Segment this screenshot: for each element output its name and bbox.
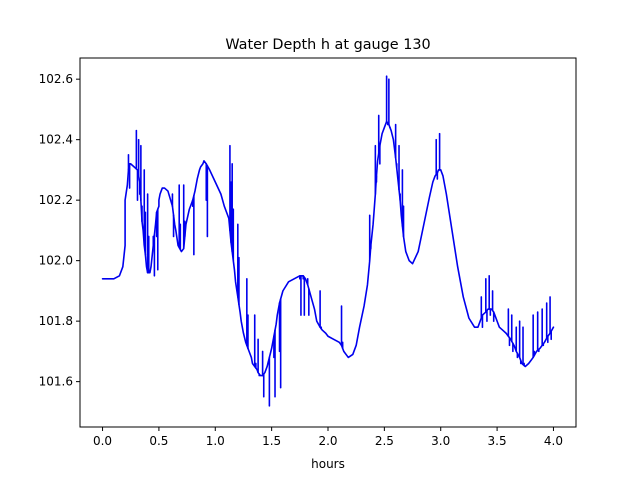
- y-tick-label: 102.4: [39, 133, 73, 147]
- plot-area: [101, 75, 555, 407]
- x-tick-label: 3.0: [431, 434, 450, 448]
- axes: 0.0 0.5 1.0 1.5 2.0 2.5 3.0 3.5 4.0 101.6 101.8 102…: [39, 57, 577, 448]
- y-tick-label: 102.6: [39, 72, 73, 86]
- x-tick-label: 1.0: [206, 434, 225, 448]
- y-tick-label: 101.8: [39, 314, 73, 328]
- x-tick-label: 2.5: [375, 434, 394, 448]
- x-tick-label: 4.0: [544, 434, 563, 448]
- y-tick-label: 101.6: [39, 375, 73, 389]
- x-axis-label: hours: [311, 457, 345, 471]
- x-tick-label: 3.5: [488, 434, 507, 448]
- x-tick-label: 0.5: [149, 434, 168, 448]
- x-tick-label: 0.0: [93, 434, 112, 448]
- y-tick-label: 102.2: [39, 193, 73, 207]
- y-tick-label: 102.0: [39, 254, 73, 268]
- x-tick-label: 2.0: [318, 434, 337, 448]
- series-line: [101, 120, 555, 377]
- x-tick-label: 1.5: [262, 434, 281, 448]
- chart-title: Water Depth h at gauge 130: [225, 37, 430, 53]
